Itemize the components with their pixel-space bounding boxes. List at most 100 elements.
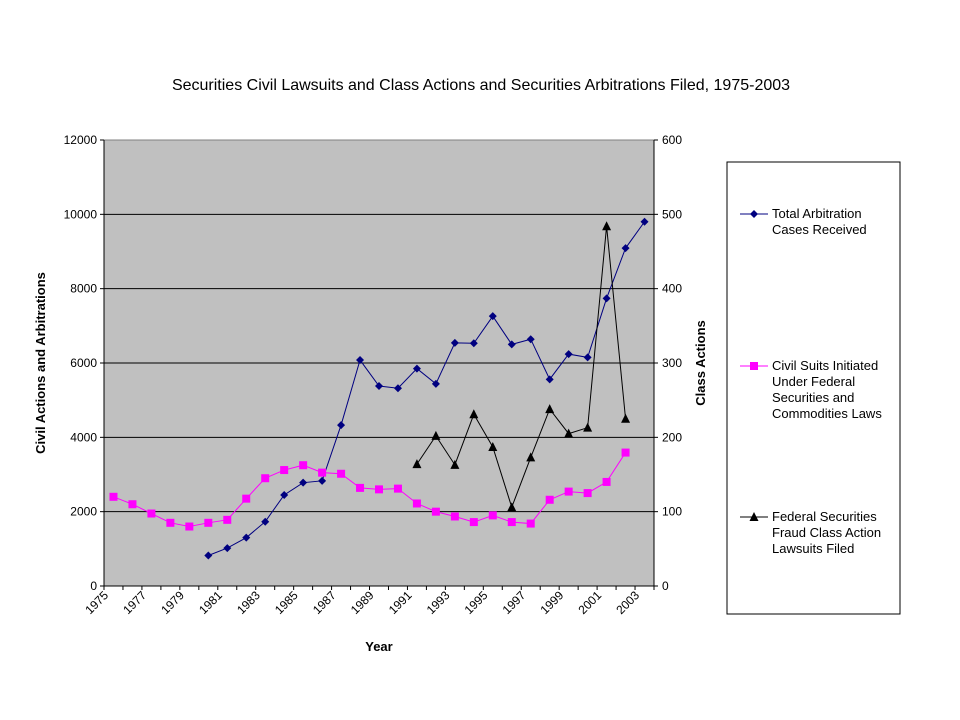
data-point-diamond (393, 384, 402, 393)
y2-tick-label: 500 (662, 207, 682, 221)
y-tick-label: 10000 (64, 207, 98, 221)
data-point-diamond (750, 210, 758, 218)
data-point-diamond (469, 339, 478, 348)
series-layer (109, 217, 649, 560)
data-point-diamond (564, 350, 573, 359)
y2-tick-label: 0 (662, 579, 669, 593)
data-point-triangle (412, 459, 422, 469)
y2-tick-label: 200 (662, 430, 682, 444)
data-point-square (469, 518, 478, 527)
data-point-diamond (412, 364, 421, 373)
legend-label: Fraud Class Action (772, 525, 881, 540)
legend-label: Total Arbitration (772, 206, 862, 221)
data-point-square (242, 494, 251, 503)
y-tick-label: 8000 (70, 282, 97, 296)
data-point-diamond (261, 517, 270, 526)
data-point-diamond (488, 312, 497, 321)
data-point-diamond (318, 476, 327, 485)
data-point-square (507, 518, 516, 527)
data-point-diamond (299, 478, 308, 487)
data-point-square (318, 468, 327, 477)
data-point-square (204, 518, 213, 527)
legend-label: Civil Suits Initiated (772, 358, 878, 373)
data-point-diamond (223, 544, 232, 553)
data-point-square (185, 522, 194, 531)
y2-tick-label: 400 (662, 282, 682, 296)
data-point-square (147, 509, 156, 518)
data-point-triangle (450, 459, 460, 469)
data-point-diamond (583, 353, 592, 362)
legend-label: Federal Securities (772, 509, 877, 524)
series-1 (204, 217, 649, 560)
data-point-square (412, 499, 421, 508)
data-point-square (375, 485, 383, 494)
data-point-square (128, 500, 137, 509)
data-point-square (526, 519, 535, 528)
series-2 (109, 448, 630, 531)
x-tick-label: 1997 (500, 588, 529, 617)
data-point-diamond (621, 244, 630, 253)
data-point-diamond (526, 335, 535, 344)
data-point-square (750, 362, 758, 370)
data-point-square (488, 511, 497, 520)
data-point-diamond (356, 356, 365, 365)
legend-box (726, 161, 901, 615)
legend-label: Securities and (772, 390, 854, 405)
data-point-triangle (749, 512, 759, 521)
data-point-diamond (545, 375, 554, 384)
x-tick-label: 2001 (575, 588, 604, 617)
data-point-square (280, 466, 289, 475)
x-tick-label: 1999 (538, 588, 567, 617)
data-point-square (299, 461, 308, 470)
gridlines (104, 213, 654, 513)
y2-tick-label: 300 (662, 356, 682, 370)
data-point-square (393, 484, 402, 493)
data-point-square (621, 448, 630, 457)
x-axis-title: Year (365, 639, 392, 654)
legend-label: Under Federal (772, 374, 855, 389)
data-point-triangle (488, 441, 498, 451)
data-point-triangle (507, 502, 517, 512)
legend-label: Lawsuits Filed (772, 541, 854, 556)
data-point-square (602, 477, 611, 486)
axes (100, 139, 658, 590)
x-tick-label: 1975 (82, 588, 111, 617)
y-tick-label: 4000 (70, 430, 97, 444)
x-tick-label: 2003 (613, 588, 642, 617)
x-tick-label: 1987 (310, 588, 339, 617)
data-point-diamond (602, 294, 611, 303)
data-point-triangle (526, 452, 536, 462)
data-point-diamond (640, 217, 649, 226)
legend-label: Cases Received (772, 222, 867, 237)
x-tick-label: 1981 (196, 588, 225, 617)
x-tick-label: 1977 (120, 588, 149, 617)
data-point-diamond (450, 338, 459, 347)
y-tick-label: 0 (90, 579, 97, 593)
data-point-square (583, 489, 592, 498)
data-point-triangle (545, 404, 555, 414)
data-point-square (564, 487, 573, 496)
data-point-triangle (621, 413, 631, 423)
legend-label: Commodities Laws (772, 406, 882, 421)
x-tick-label: 1983 (234, 588, 263, 617)
x-tick-label: 1995 (462, 588, 491, 617)
y-tick-label: 2000 (70, 505, 97, 519)
data-point-square (261, 474, 270, 483)
data-point-diamond (280, 490, 289, 499)
y-tick-label: 12000 (64, 133, 98, 147)
data-point-square (545, 495, 554, 504)
series-3 (412, 221, 631, 512)
y-tick-label: 6000 (70, 356, 97, 370)
y2-tick-label: 100 (662, 505, 682, 519)
data-point-triangle (564, 428, 574, 438)
x-tick-label: 1993 (424, 588, 453, 617)
data-point-triangle (583, 422, 593, 432)
data-point-triangle (602, 221, 612, 231)
data-point-square (223, 515, 232, 524)
data-point-diamond (337, 421, 346, 430)
data-point-square (356, 483, 365, 492)
data-point-square (166, 518, 175, 527)
